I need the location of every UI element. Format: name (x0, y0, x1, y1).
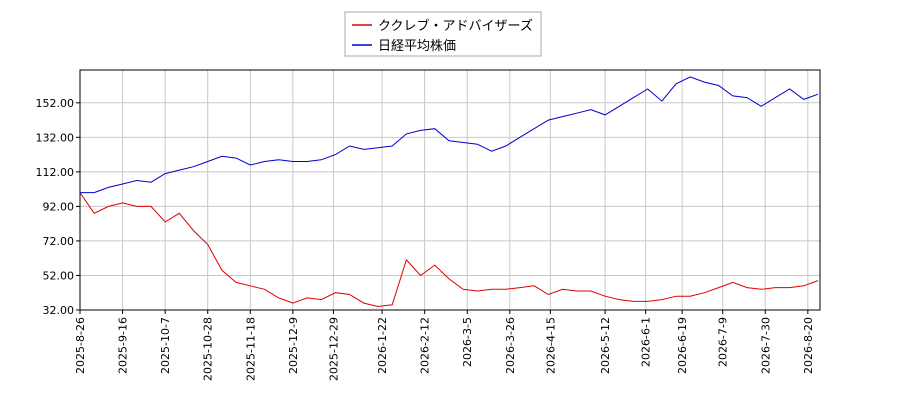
x-tick-label: 2026-5-12 (599, 317, 612, 374)
x-tick-label: 2026-7-30 (759, 317, 772, 374)
y-tick-label: 92.00 (43, 200, 75, 213)
x-tick-label: 2026-2-12 (419, 317, 432, 374)
x-tick-label: 2026-3-26 (504, 317, 517, 374)
x-tick-label: 2026-4-15 (544, 317, 557, 374)
x-tick-label: 2025-12-9 (287, 317, 300, 374)
x-tick-label: 2025-11-18 (244, 317, 257, 381)
x-tick-label: 2026-6-19 (676, 317, 689, 374)
x-tick-label: 2026-1-22 (376, 317, 389, 374)
plot-frame (79, 69, 821, 311)
x-tick-label: 2025-10-7 (159, 317, 172, 374)
legend-box (344, 11, 542, 57)
series-line (80, 76, 819, 194)
x-tick-label: 2026-6-1 (640, 317, 653, 367)
y-tick-label: 72.00 (43, 235, 75, 248)
x-tick-label: 2025-9-16 (117, 317, 130, 374)
x-tick-label: 2026-8-20 (802, 317, 815, 374)
y-tick-label: 52.00 (43, 269, 75, 282)
y-tick-label: 32.00 (43, 304, 75, 317)
legend-label: ククレブ・アドバイザーズ (378, 18, 533, 34)
x-tick-label: 2026-7-9 (717, 317, 730, 367)
y-tick-label: 132.00 (36, 131, 75, 144)
legend-label: 日経平均株価 (378, 39, 456, 54)
x-tick-label: 2025-10-28 (202, 317, 215, 381)
y-tick-label: 152.00 (36, 97, 75, 110)
series-line (79, 192, 819, 308)
y-tick-label: 112.00 (36, 166, 75, 179)
x-tick-label: 2025-12-29 (327, 317, 340, 381)
x-tick-label: 2025-8-26 (74, 317, 87, 374)
x-tick-label: 2026-3-5 (461, 317, 474, 367)
